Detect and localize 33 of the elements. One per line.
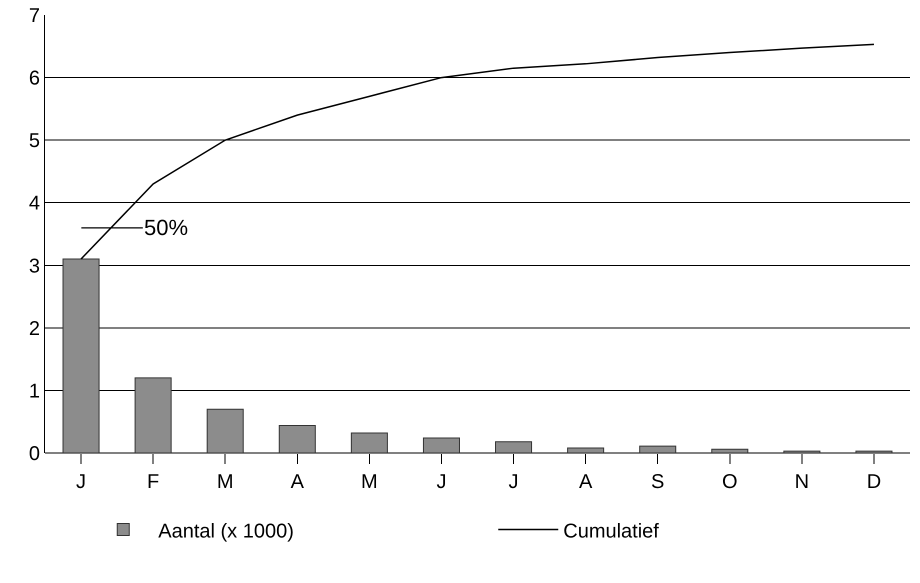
bar bbox=[639, 446, 676, 453]
y-tick-label: 7 bbox=[28, 5, 40, 27]
legend-label: Aantal (x 1000) bbox=[158, 520, 294, 542]
x-tick-label: J bbox=[76, 471, 86, 493]
bar bbox=[278, 424, 316, 453]
y-tick-label: 5 bbox=[28, 130, 40, 152]
bar bbox=[422, 437, 460, 453]
bar bbox=[567, 447, 604, 453]
legend-label: Cumulatief bbox=[563, 520, 660, 542]
x-tick-label: A bbox=[578, 471, 593, 493]
x-tick-label: M bbox=[216, 471, 234, 493]
x-tick-label: N bbox=[794, 471, 810, 493]
y-tick-label: 4 bbox=[28, 192, 40, 215]
bar bbox=[350, 432, 388, 453]
y-tick-label: 0 bbox=[28, 443, 40, 465]
bar bbox=[495, 441, 532, 453]
x-tick-label: F bbox=[147, 471, 160, 493]
annotation: 50% bbox=[144, 215, 188, 240]
x-tick-label: J bbox=[436, 471, 446, 493]
x-tick-label: D bbox=[866, 471, 882, 493]
x-tick-label: M bbox=[361, 471, 378, 493]
x-tick-label: A bbox=[290, 471, 305, 493]
y-tick-label: 1 bbox=[28, 380, 40, 402]
y-tick-label: 6 bbox=[28, 68, 40, 90]
x-tick-label: O bbox=[722, 471, 738, 493]
bar bbox=[134, 377, 172, 453]
bar bbox=[62, 258, 100, 453]
y-tick-label: 2 bbox=[28, 318, 40, 340]
x-tick-label: S bbox=[651, 471, 664, 493]
bar bbox=[711, 448, 748, 453]
y-tick-label: 3 bbox=[28, 255, 40, 278]
bar bbox=[206, 408, 244, 453]
x-tick-label: J bbox=[508, 471, 519, 493]
